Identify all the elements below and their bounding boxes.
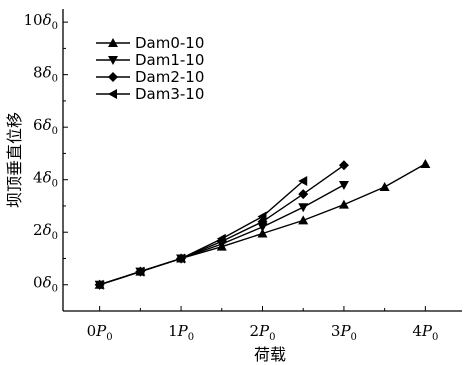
data-point (298, 189, 309, 200)
legend-marker (108, 38, 118, 47)
series-line (99, 164, 345, 286)
data-point (338, 160, 349, 171)
data-point (257, 211, 267, 222)
y-tick-label: 4δ0 (33, 169, 58, 190)
series-line (99, 184, 345, 286)
y-tick-label: 6δ0 (33, 116, 58, 137)
ticks: 0P0 1P0 2P0 3P0 4P0 0δ0 2δ0 4δ0 6δ0 8δ0 10δ0 (24, 11, 439, 343)
axes (62, 9, 462, 312)
legend-label: Dam3-10 (135, 85, 204, 103)
legend-item: Dam2-10 (96, 68, 204, 86)
legend-label: Dam1-10 (135, 51, 204, 69)
legend-label: Dam2-10 (135, 68, 204, 86)
series-layer (94, 158, 431, 290)
data-point (94, 279, 104, 290)
legend-marker (108, 89, 117, 99)
y-tick-label: 10δ0 (24, 11, 59, 32)
legend-item: Dam3-10 (96, 85, 204, 103)
legend-marker (108, 72, 118, 82)
y-tick-label: 8δ0 (33, 64, 58, 85)
legend-label: Dam0-10 (135, 34, 204, 52)
y-axis-title: 坝顶垂直位移 (5, 112, 24, 208)
x-tick-label: 1P0 (168, 322, 194, 343)
data-point (420, 158, 431, 168)
data-point (338, 180, 349, 190)
series-Dam3-10 (94, 176, 308, 290)
x-tick-label: 4P0 (412, 322, 438, 343)
legend-marker (108, 56, 118, 65)
legend-item: Dam1-10 (96, 51, 204, 69)
series-line (99, 180, 304, 286)
data-point (379, 182, 390, 192)
data-point (298, 203, 309, 213)
y-tick-label: 2δ0 (33, 221, 58, 242)
series-Dam2-10 (94, 160, 349, 290)
data-point (338, 199, 349, 209)
data-point (135, 266, 145, 277)
data-point (298, 176, 308, 187)
data-point (257, 228, 268, 238)
x-axis-title: 荷载 (254, 345, 286, 364)
data-point (257, 222, 268, 232)
y-tick-label: 0δ0 (33, 274, 58, 295)
x-tick-label: 3P0 (331, 322, 357, 343)
legend-item: Dam0-10 (96, 34, 204, 52)
data-point (216, 233, 226, 244)
x-tick-label: 2P0 (249, 322, 275, 343)
data-point (298, 215, 309, 225)
x-tick-label: 0P0 (87, 322, 113, 343)
data-point (176, 253, 186, 264)
